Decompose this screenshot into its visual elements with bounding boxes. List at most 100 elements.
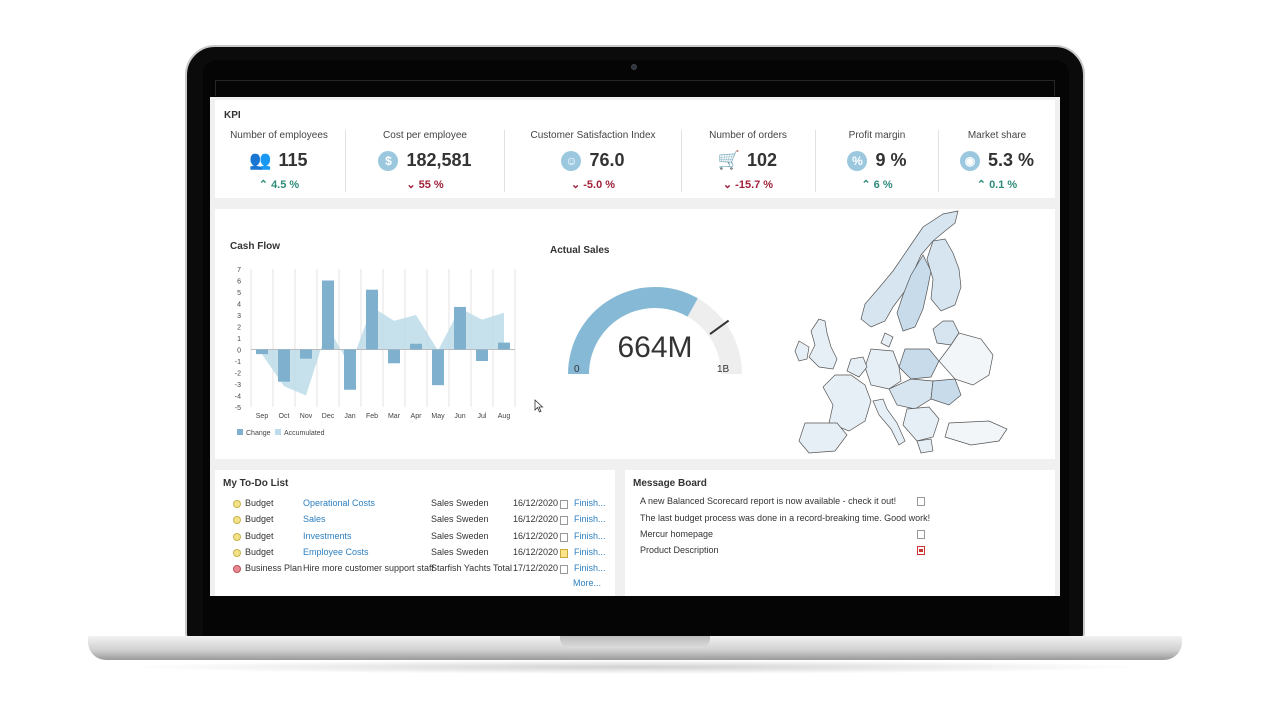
y-tick-label: 1: [237, 336, 241, 343]
x-tick-label: Jul: [478, 413, 487, 420]
map-region-finland: [926, 238, 962, 312]
kpi-profit-margin[interactable]: Profit margin % 9 % ⌃ 6 %: [816, 100, 938, 198]
kpi-change: ⌃ 6 %: [861, 179, 893, 191]
todo-more-link[interactable]: More...: [573, 578, 602, 588]
change-bar: [388, 349, 400, 364]
note-icon[interactable]: [917, 497, 925, 506]
map-region-germany: [864, 348, 902, 390]
document-icon[interactable]: [917, 530, 925, 539]
todo-date: 16/12/2020: [513, 498, 559, 508]
kpi-number-of-orders[interactable]: Number of orders 🛒 102 ⌄ -15.7 %: [682, 100, 814, 198]
change-bar: [322, 280, 334, 350]
todo-title: My To-Do List: [223, 478, 289, 489]
x-tick-label: Jan: [344, 413, 355, 420]
map-region-iberia: [798, 422, 848, 454]
todo-finish-link[interactable]: Finish...: [574, 498, 606, 508]
pdf-icon[interactable]: [917, 546, 925, 555]
map-region-east: [938, 332, 994, 386]
y-tick-label: 2: [237, 325, 241, 332]
change-bar: [366, 289, 378, 350]
kpi-market-share[interactable]: Market share ◉ 5.3 % ⌃ 0.1 %: [939, 100, 1055, 198]
map-region-greece: [916, 438, 934, 454]
map-region-norway: [860, 210, 959, 328]
todo-task[interactable]: Sales: [303, 514, 326, 525]
cashflow-chart[interactable]: 7 6 5 4 3 2 1 0 -1 -2 -3 -4 -5 Sep Oct Nov Dec Jan Feb Mar A…: [225, 259, 525, 444]
message-link-scorecard[interactable]: A new Balanced Scorecard report is now a…: [640, 496, 897, 506]
map-region-sweden: [896, 254, 932, 332]
charts-panel: Cash Flow 7 6 5 4 3 2 1 0 -1 -2 -3 -4 -5 Sep Oct Nov Dec…: [215, 209, 1055, 459]
people-icon: 👥: [249, 150, 272, 170]
message-text-budget: The last budget process was done in a re…: [640, 513, 931, 523]
x-tick-label: Nov: [300, 413, 313, 420]
todo-finish-link[interactable]: Finish...: [574, 563, 606, 574]
legend-label-change: Change: [246, 430, 271, 437]
todo-task[interactable]: Operational Costs: [303, 498, 376, 508]
kpi-divider: [345, 130, 346, 192]
x-tick-label: Aug: [498, 413, 511, 420]
kpi-customer-satisfaction[interactable]: Customer Satisfaction Index ☺ 76.0 ⌄ -5.…: [505, 100, 681, 198]
kpi-cost-per-employee[interactable]: Cost per employee $ 182,581 ⌄ 55 %: [346, 100, 504, 198]
change-bar: [300, 349, 312, 359]
legend-swatch-change: [237, 429, 243, 435]
document-icon[interactable]: [560, 500, 568, 509]
y-tick-label: 4: [237, 302, 241, 309]
change-bar: [432, 349, 444, 386]
todo-finish-link[interactable]: Finish...: [574, 546, 606, 557]
mouse-cursor-icon: [534, 399, 544, 413]
percent-icon: %: [847, 150, 868, 171]
todo-finish-link[interactable]: Finish...: [574, 530, 606, 541]
change-bar: [410, 343, 422, 350]
kpi-value: 182,581: [406, 150, 472, 170]
cart-icon: 🛒: [717, 150, 741, 170]
map-region-denmark: [880, 332, 894, 348]
todo-type: Budget: [245, 530, 274, 541]
document-icon[interactable]: [560, 532, 568, 542]
change-bar: [278, 349, 290, 382]
todo-org: Sales Sweden: [431, 546, 489, 557]
legend-swatch-accumulated: [275, 429, 281, 435]
sales-gauge[interactable]: [555, 264, 755, 384]
todo-org: Sales Sweden: [431, 514, 489, 525]
todo-type: Business Plan: [245, 563, 303, 574]
document-icon[interactable]: [560, 548, 568, 558]
map-region-uk: [808, 318, 838, 370]
change-bar: [498, 342, 510, 350]
x-tick-label: Dec: [322, 413, 335, 420]
gauge-fill: [568, 287, 698, 374]
todo-date: 16/12/2020: [513, 530, 559, 541]
todo-row[interactable]: Budget Employee Costs Sales Sweden 16/12/20…: [215, 545, 615, 561]
todo-panel: My To-Do List Budget Operational Costs Sal…: [215, 470, 615, 596]
x-tick-label: Mar: [388, 413, 401, 420]
kpi-divider: [681, 130, 682, 192]
todo-row[interactable]: Business Plan Hire more customer support …: [215, 561, 615, 577]
x-tick-label: Feb: [366, 413, 378, 420]
map-region-turkey: [944, 420, 1008, 446]
document-icon[interactable]: [560, 565, 568, 575]
europe-map[interactable]: [793, 209, 1013, 454]
message-link-homepage[interactable]: Mercur homepage: [640, 529, 714, 539]
todo-row[interactable]: Budget Investments Sales Sweden 16/12/2020 F…: [215, 529, 615, 545]
kpi-divider: [938, 130, 939, 192]
y-tick-label: 3: [237, 313, 241, 320]
todo-row[interactable]: Budget Sales Sales Sweden 16/12/2020 Finish.…: [215, 512, 615, 528]
x-tick-label: May: [431, 413, 445, 420]
dashboard-screen: KPI Number of employees 👥 115 ⌃ 4.5 % Co…: [210, 97, 1060, 596]
todo-row[interactable]: Budget Operational Costs Sales Sweden 16/12…: [215, 496, 615, 512]
todo-task[interactable]: Investments: [303, 530, 352, 541]
status-dot-icon: [233, 516, 241, 525]
kpi-change: ⌄ -5.0 %: [570, 179, 616, 191]
y-tick-label: -1: [235, 359, 241, 366]
camera-icon: [631, 64, 637, 70]
todo-finish-link[interactable]: Finish...: [574, 514, 606, 525]
dollar-icon: $: [378, 150, 399, 171]
laptop-shadow: [120, 660, 1150, 674]
kpi-value: 115: [278, 150, 308, 170]
todo-task[interactable]: Employee Costs: [303, 546, 369, 557]
y-tick-label: -4: [235, 394, 241, 401]
kpi-employees[interactable]: Number of employees 👥 115 ⌃ 4.5 %: [215, 100, 343, 198]
message-link-product-description[interactable]: Product Description: [640, 545, 719, 555]
todo-org: Sales Sweden: [431, 498, 489, 508]
kpi-title: KPI: [224, 110, 241, 121]
document-icon[interactable]: [560, 516, 568, 526]
